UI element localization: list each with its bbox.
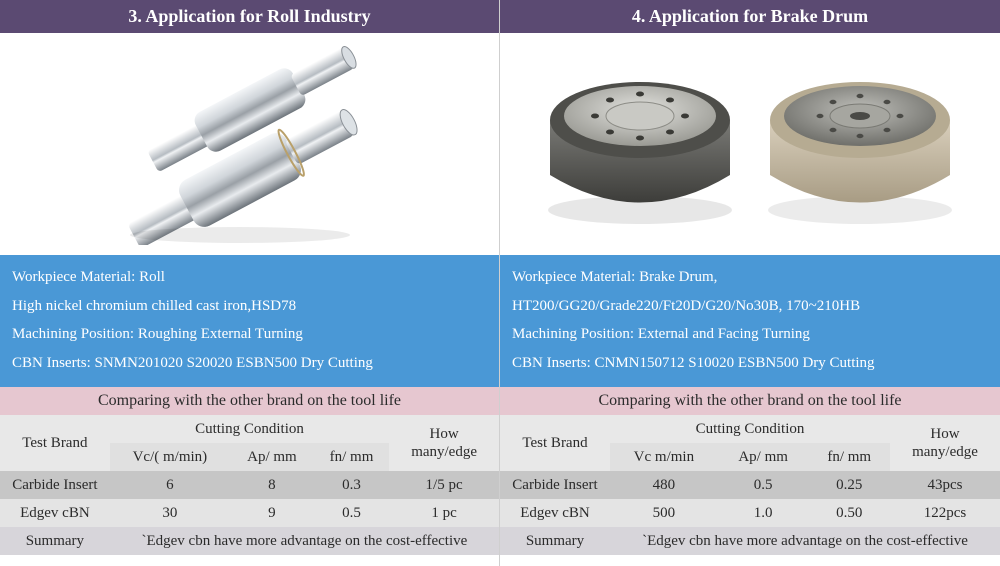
brake-drum-dark-illustration xyxy=(535,60,745,230)
col-how-many: Howmany/edge xyxy=(389,415,499,471)
roll-table: Test Brand Cutting Condition Howmany/edg… xyxy=(0,415,499,555)
col-cutting-condition: Cutting Condition xyxy=(610,415,890,443)
col-vc: Vc/( m/min) xyxy=(110,443,230,471)
roll-material-line2: High nickel chromium chilled cast iron,H… xyxy=(12,292,487,321)
table-row: Edgev cBN 30 9 0.5 1 pc xyxy=(0,499,499,527)
brake-image-area xyxy=(500,35,1000,255)
col-test-brand: Test Brand xyxy=(500,415,610,471)
col-how-many: Howmany/edge xyxy=(890,415,1000,471)
brake-table: Test Brand Cutting Condition Howmany/edg… xyxy=(500,415,1000,555)
summary-row: Summary `Edgev cbn have more advantage o… xyxy=(500,527,1000,555)
roll-material-line1: Workpiece Material: Roll xyxy=(12,263,487,292)
brake-drum-light-illustration xyxy=(755,60,965,230)
roll-image-area xyxy=(0,35,499,255)
brake-position-line: Machining Position: External and Facing … xyxy=(512,320,988,349)
table-row: Carbide Insert 6 8 0.3 1/5 pc xyxy=(0,471,499,499)
col-fn: fn/ mm xyxy=(314,443,389,471)
col-test-brand: Test Brand xyxy=(0,415,110,471)
roll-info-box: Workpiece Material: Roll High nickel chr… xyxy=(0,255,499,387)
summary-row: Summary `Edgev cbn have more advantage o… xyxy=(0,527,499,555)
section-header-brake: 4. Application for Brake Drum xyxy=(500,0,1000,35)
column-brake-drum: 4. Application for Brake Drum xyxy=(500,0,1000,566)
brake-material-line2: HT200/GG20/Grade220/Ft20D/G20/No30B, 170… xyxy=(512,292,988,321)
two-column-layout: 3. Application for Roll Industry xyxy=(0,0,1000,566)
table-row: Carbide Insert 480 0.5 0.25 43pcs xyxy=(500,471,1000,499)
col-ap: Ap/ mm xyxy=(230,443,314,471)
col-cutting-condition: Cutting Condition xyxy=(110,415,389,443)
roll-inserts-line: CBN Inserts: SNMN201020 S20020 ESBN500 D… xyxy=(12,349,487,378)
roll-position-line: Machining Position: Roughing External Tu… xyxy=(12,320,487,349)
table-row: Edgev cBN 500 1.0 0.50 122pcs xyxy=(500,499,1000,527)
brake-info-box: Workpiece Material: Brake Drum, HT200/GG… xyxy=(500,255,1000,387)
roll-shafts-illustration xyxy=(100,45,400,245)
column-roll: 3. Application for Roll Industry xyxy=(0,0,500,566)
brake-inserts-line: CBN Inserts: CNMN150712 S10020 ESBN500 D… xyxy=(512,349,988,378)
col-ap: Ap/ mm xyxy=(718,443,809,471)
brake-compare-heading: Comparing with the other brand on the to… xyxy=(500,387,1000,415)
section-header-roll: 3. Application for Roll Industry xyxy=(0,0,499,35)
roll-compare-heading: Comparing with the other brand on the to… xyxy=(0,387,499,415)
col-fn: fn/ mm xyxy=(808,443,890,471)
col-vc: Vc m/min xyxy=(610,443,718,471)
brake-material-line1: Workpiece Material: Brake Drum, xyxy=(512,263,988,292)
